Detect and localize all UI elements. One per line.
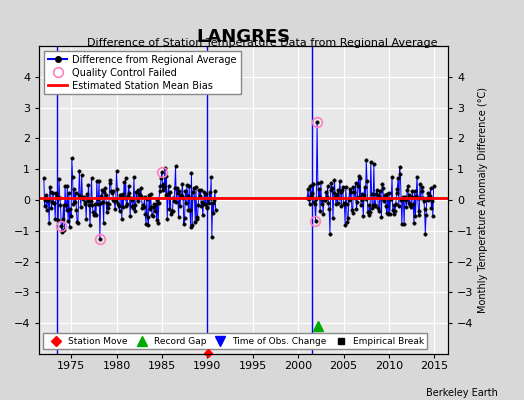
Title: LANGRES: LANGRES	[196, 28, 291, 46]
Text: Berkeley Earth: Berkeley Earth	[426, 388, 498, 398]
Text: Difference of Station Temperature Data from Regional Average: Difference of Station Temperature Data f…	[87, 38, 437, 48]
Legend: Station Move, Record Gap, Time of Obs. Change, Empirical Break: Station Move, Record Gap, Time of Obs. C…	[43, 333, 428, 350]
Y-axis label: Monthly Temperature Anomaly Difference (°C): Monthly Temperature Anomaly Difference (…	[478, 87, 488, 313]
